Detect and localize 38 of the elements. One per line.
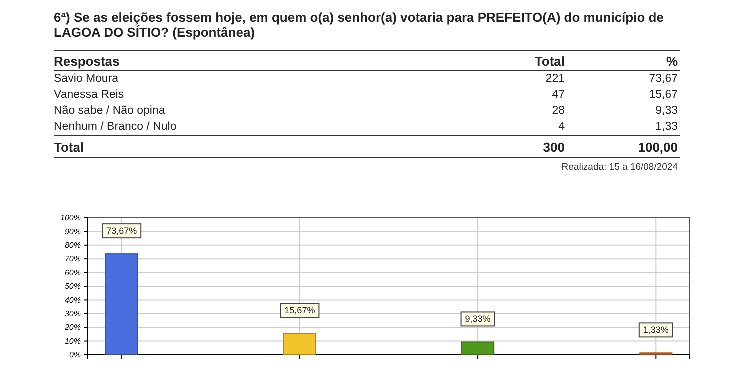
text: Total	[54, 140, 84, 155]
text: 9,33	[656, 105, 678, 117]
text: 15,67	[649, 89, 678, 101]
y-tick-label: 100%	[60, 214, 81, 223]
y-tick-label: 10%	[64, 336, 81, 346]
text: Nenhum / Branco / Nulo	[54, 121, 177, 133]
y-tick-label: 60%	[64, 268, 81, 278]
y-tick-label: 80%	[64, 240, 81, 250]
text: 300	[543, 140, 565, 155]
text: Respostas	[54, 54, 120, 69]
bar	[462, 342, 495, 356]
text: 4	[558, 121, 566, 133]
data-label: 73,67%	[106, 226, 138, 236]
y-tick-label: 0%	[69, 350, 81, 360]
text: Realizada: 15 a 16/08/2024	[562, 162, 678, 173]
text: Não sabe / Não opina	[54, 105, 166, 117]
text: Total	[534, 54, 565, 69]
data-label: 15,67%	[284, 306, 316, 316]
y-tick-label: 20%	[64, 323, 81, 332]
text: 6ª) Se as eleições fossem hoje, em quem o(a) senhor(a) votaria para PREFEITO(A) do município de LAGOA DO SÍTIO? (Espontânea)	[54, 10, 664, 40]
bar	[105, 254, 138, 356]
y-tick-label: 50%	[64, 282, 81, 292]
text: 1,33	[656, 121, 678, 133]
bar	[283, 333, 316, 356]
y-tick-label: 90%	[64, 227, 81, 236]
y-tick-label: 70%	[64, 254, 81, 264]
y-tick-label: 40%	[64, 296, 81, 305]
text: Vanessa Reis	[54, 89, 124, 101]
data-label: 1,33%	[643, 325, 669, 336]
text: Savio Moura	[54, 73, 120, 85]
y-tick-label: 30%	[64, 309, 81, 318]
text: 100,00	[638, 140, 678, 155]
data-label: 9,33%	[465, 314, 491, 324]
text: 47	[552, 89, 565, 101]
text: %	[666, 54, 678, 69]
text: 28	[552, 105, 565, 117]
text: 221	[546, 73, 565, 85]
text: 73,67	[649, 73, 678, 85]
